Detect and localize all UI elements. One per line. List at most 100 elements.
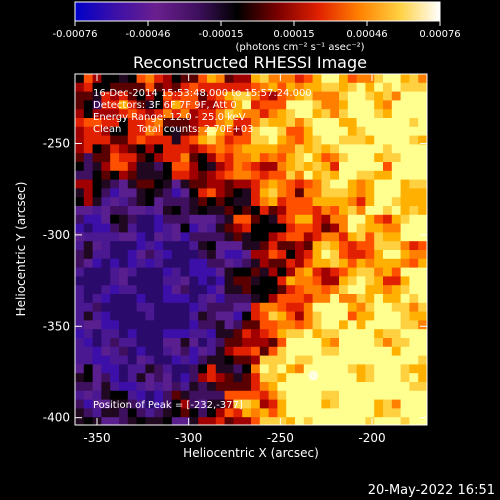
heatmap-cell xyxy=(75,170,85,181)
heatmap-cell xyxy=(277,91,287,101)
heatmap-cell xyxy=(119,390,129,401)
heatmap-cell xyxy=(330,223,340,233)
heatmap-cell xyxy=(154,162,164,172)
heatmap-cell xyxy=(303,408,314,418)
heatmap-cell xyxy=(303,162,314,172)
heatmap-cell xyxy=(295,338,305,348)
heatmap-cell xyxy=(215,294,226,304)
heatmap-cell xyxy=(233,382,243,392)
heatmap-cell xyxy=(224,153,234,163)
heatmap-cell xyxy=(92,294,102,304)
heatmap-cell xyxy=(127,91,138,101)
heatmap-cell xyxy=(303,390,314,401)
heatmap-cell xyxy=(127,162,138,172)
heatmap-cell xyxy=(154,179,164,189)
heatmap-cell xyxy=(418,355,427,365)
heatmap-cell xyxy=(233,179,243,189)
heatmap-cell xyxy=(180,118,190,128)
heatmap-cell xyxy=(171,294,182,304)
info-line-energy: Energy Range: 12.0 - 25.0 keV xyxy=(93,112,246,123)
heatmap-cell xyxy=(119,250,129,260)
heatmap-cell xyxy=(356,382,366,392)
heatmap-cell xyxy=(224,74,234,84)
heatmap-cell xyxy=(259,91,270,101)
heatmap-cell xyxy=(339,417,349,425)
heatmap-cell xyxy=(180,408,190,418)
heatmap-cell xyxy=(233,126,243,137)
heatmap-cell xyxy=(347,276,358,286)
heatmap-cell xyxy=(268,320,278,330)
heatmap-cell xyxy=(215,250,226,260)
heatmap-cell xyxy=(83,144,94,154)
heatmap-cell xyxy=(224,170,234,181)
heatmap-cell xyxy=(207,276,217,286)
heatmap-cell xyxy=(233,144,243,154)
heatmap-cell xyxy=(136,100,146,110)
heatmap-cell xyxy=(347,100,358,110)
heatmap-cell xyxy=(251,206,261,216)
heatmap-cell xyxy=(251,267,261,277)
x-tick-label: -350 xyxy=(83,431,110,445)
heatmap-cell xyxy=(286,311,296,321)
heatmap-cell xyxy=(119,320,129,330)
heatmap-cell xyxy=(268,153,278,163)
heatmap-cell xyxy=(110,109,120,119)
heatmap-cell xyxy=(101,250,111,260)
heatmap-cell xyxy=(75,338,85,348)
heatmap-cell xyxy=(163,258,173,269)
heatmap-cell xyxy=(400,241,410,251)
heatmap-cell xyxy=(127,364,138,374)
heatmap-cell xyxy=(189,118,199,128)
heatmap-cell xyxy=(127,390,138,401)
y-tick-label: -400 xyxy=(43,411,70,425)
heatmap-cell xyxy=(339,232,349,242)
heatmap-cell xyxy=(233,417,243,425)
heatmap-cell xyxy=(136,241,146,251)
heatmap-cell xyxy=(365,170,375,181)
heatmap-cell xyxy=(409,109,419,119)
heatmap-cell xyxy=(198,100,208,110)
heatmap-cell xyxy=(171,179,182,189)
heatmap-cell xyxy=(277,232,287,242)
heatmap-cell xyxy=(242,135,252,145)
heatmap-cell xyxy=(409,241,419,251)
heatmap-cell xyxy=(83,223,94,233)
heatmap-cell xyxy=(75,250,85,260)
heatmap-cell xyxy=(215,109,226,119)
heatmap-cell xyxy=(330,162,340,172)
heatmap-cell xyxy=(83,153,94,163)
heatmap-cell xyxy=(409,408,419,418)
heatmap-cell xyxy=(259,250,270,260)
heatmap-cell xyxy=(207,320,217,330)
heatmap-cell xyxy=(83,276,94,286)
heatmap-cell xyxy=(101,144,111,154)
heatmap-cell xyxy=(83,417,94,425)
heatmap-cell xyxy=(136,179,146,189)
heatmap-cell xyxy=(339,285,349,295)
heatmap-cell xyxy=(145,100,155,110)
heatmap-cell xyxy=(374,179,384,189)
heatmap-cell xyxy=(295,241,305,251)
heatmap-cell xyxy=(83,109,94,119)
heatmap-cell xyxy=(127,188,138,198)
heatmap-cell xyxy=(242,126,252,137)
heatmap-cell xyxy=(145,179,155,189)
heatmap-cell xyxy=(101,126,111,137)
x-tick-label: -250 xyxy=(267,431,294,445)
heatmap-cell xyxy=(303,302,314,313)
heatmap-cell xyxy=(268,311,278,321)
heatmap-cell xyxy=(145,294,155,304)
heatmap-cell xyxy=(277,126,287,137)
heatmap-cell xyxy=(400,188,410,198)
heatmap-cell xyxy=(409,232,419,242)
heatmap-cell xyxy=(339,346,349,357)
heatmap-cell xyxy=(127,302,138,313)
heatmap-cell xyxy=(119,135,129,145)
heatmap-cell xyxy=(224,241,234,251)
heatmap-cell xyxy=(189,417,199,425)
heatmap-cell xyxy=(180,364,190,374)
heatmap-cell xyxy=(383,109,393,119)
heatmap-cell xyxy=(383,276,393,286)
heatmap-cell xyxy=(242,144,252,154)
heatmap-cell xyxy=(198,241,208,251)
